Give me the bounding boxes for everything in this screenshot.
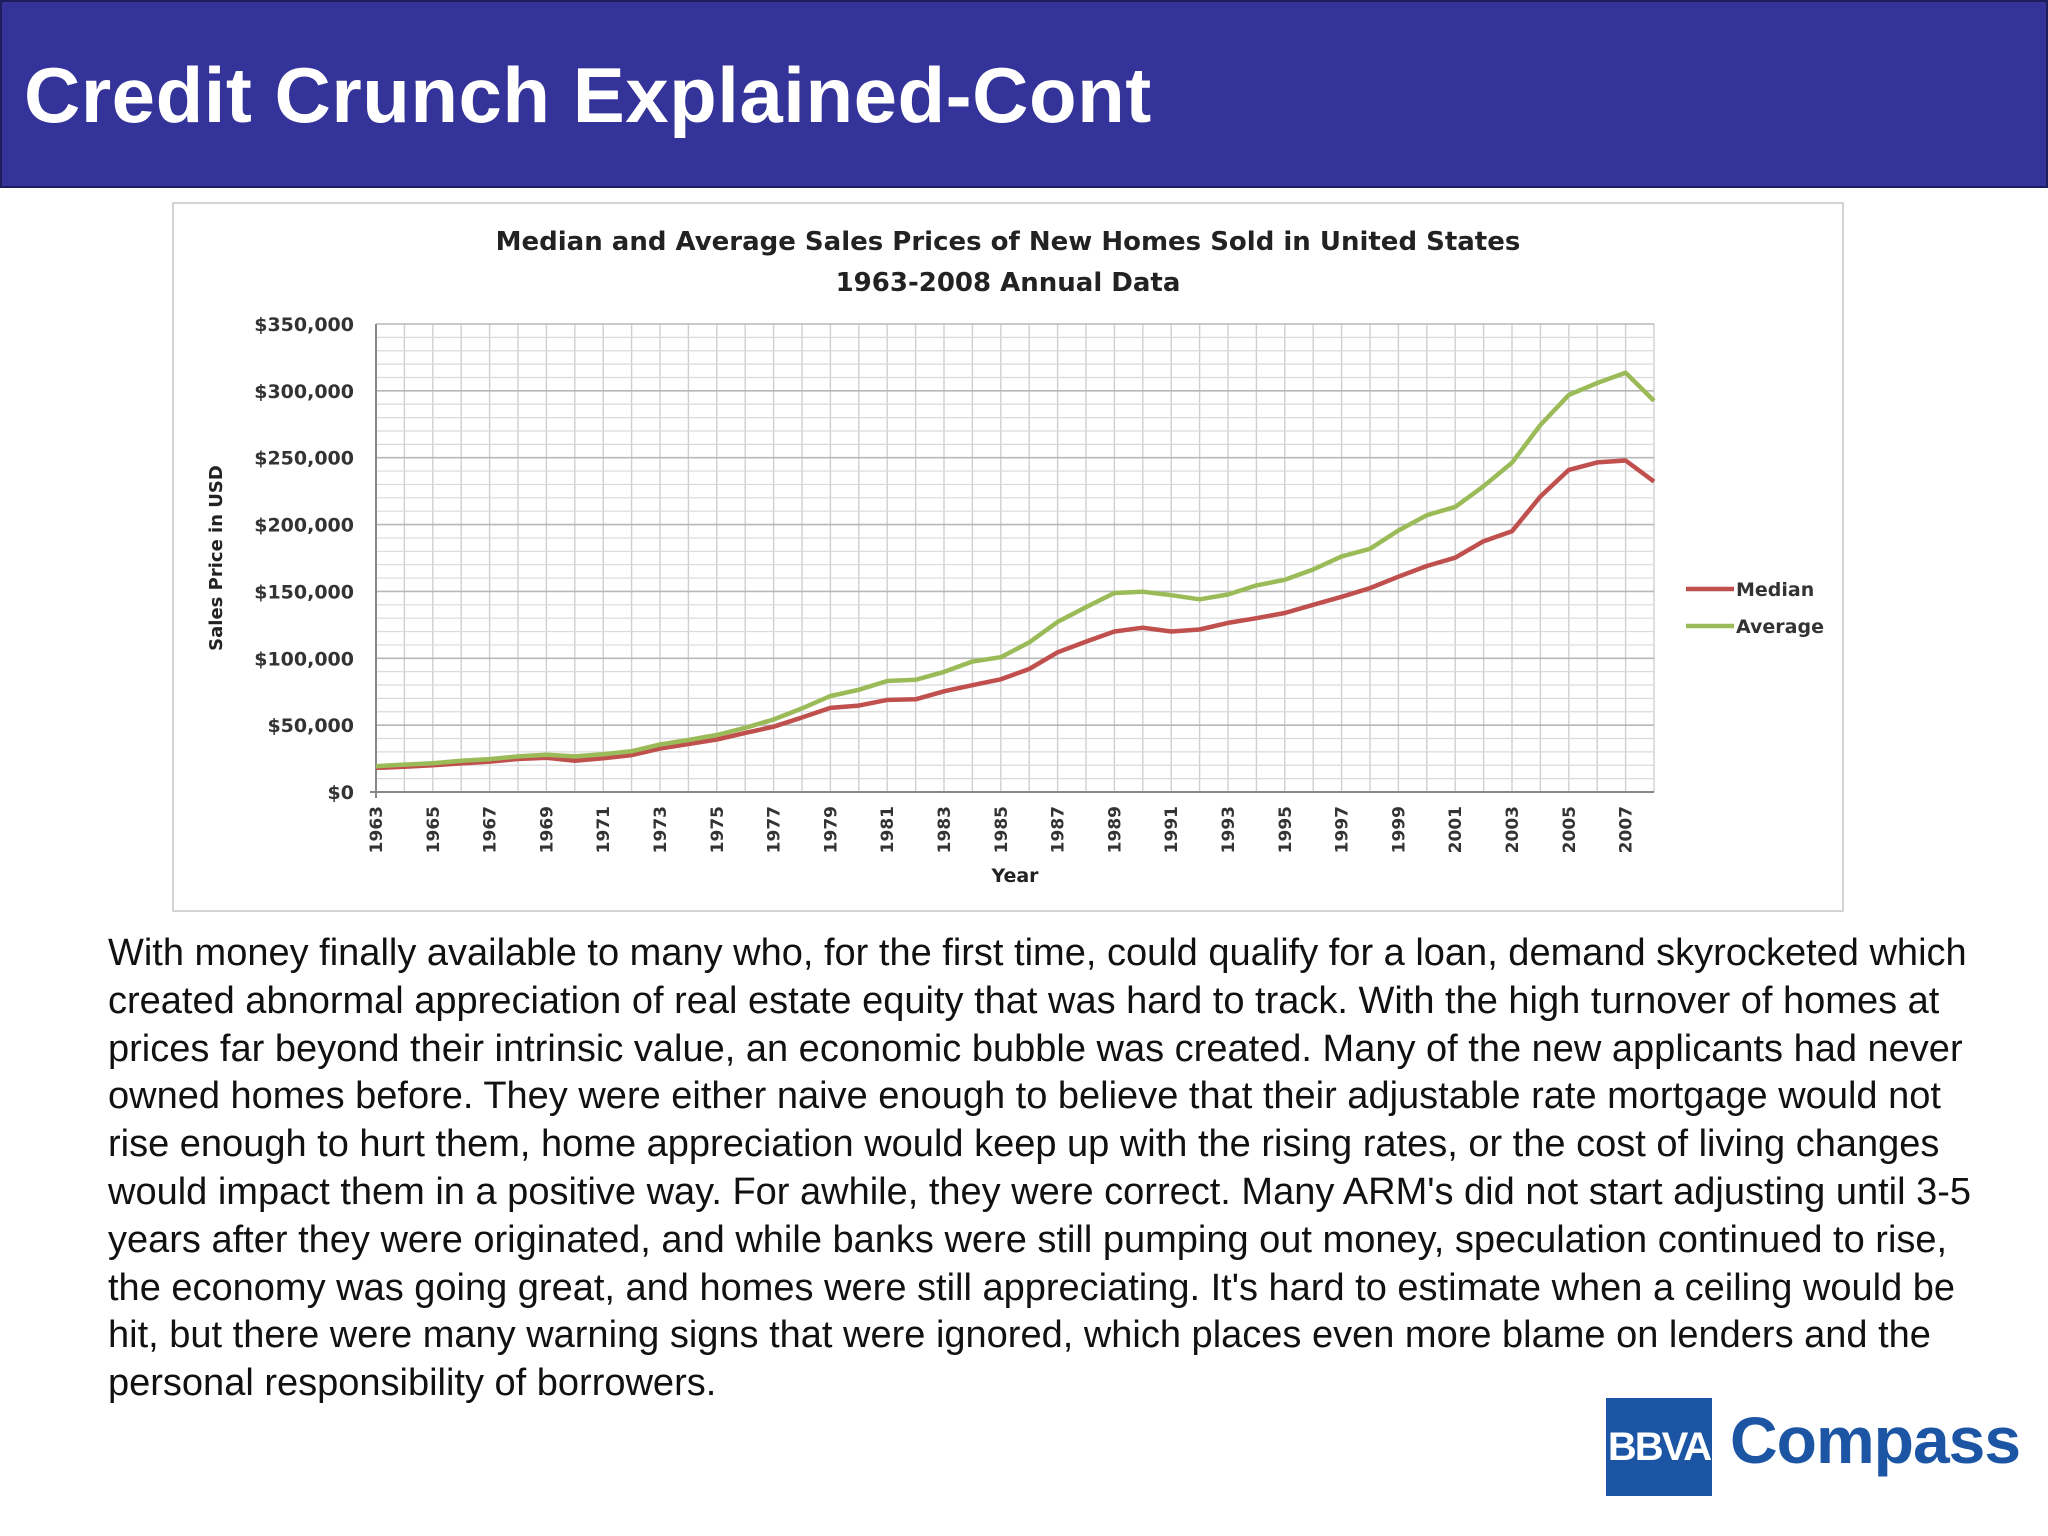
x-tick-label: 1967 xyxy=(481,806,501,853)
x-tick-label: 1981 xyxy=(878,806,898,853)
x-tick-label: 1965 xyxy=(424,806,444,853)
body-paragraph: With money finally available to many who… xyxy=(108,932,1972,1405)
x-tick-label: 1975 xyxy=(708,806,728,853)
x-axis-title: Year xyxy=(990,865,1039,887)
x-tick-label: 1985 xyxy=(992,806,1012,853)
chart-frame: Median and Average Sales Prices of New H… xyxy=(172,202,1844,912)
x-tick-label: 1995 xyxy=(1276,806,1296,853)
x-tick-label: 2003 xyxy=(1503,806,1523,853)
x-tick-label: 2007 xyxy=(1617,806,1637,853)
legend-label-median: Median xyxy=(1736,579,1814,601)
series-line-average xyxy=(375,370,1656,769)
x-tick-label: 1997 xyxy=(1333,806,1353,853)
y-tick-label: $0 xyxy=(328,782,354,804)
line-chart: Median and Average Sales Prices of New H… xyxy=(206,227,1824,887)
x-tick-label: 1989 xyxy=(1105,806,1125,853)
chart-title: Median and Average Sales Prices of New H… xyxy=(496,227,1521,257)
y-tick-label: $300,000 xyxy=(254,381,354,403)
x-tick-label: 1983 xyxy=(935,806,955,853)
x-tick-label: 1971 xyxy=(594,806,614,853)
x-tick-label: 1977 xyxy=(765,806,785,853)
y-tick-label: $50,000 xyxy=(267,715,354,737)
y-tick-label: $150,000 xyxy=(254,581,354,603)
x-tick-label: 1973 xyxy=(651,806,671,853)
legend-label-average: Average xyxy=(1736,616,1824,638)
x-tick-label: 1999 xyxy=(1389,806,1409,853)
x-tick-label: 1991 xyxy=(1162,806,1182,853)
slide-title: Credit Crunch Explained-Cont xyxy=(24,51,1152,139)
x-tick-label: 1979 xyxy=(821,806,841,853)
logo-mark: BBVA xyxy=(1606,1398,1712,1496)
y-tick-label: $100,000 xyxy=(254,648,354,670)
x-tick-label: 2005 xyxy=(1560,806,1580,853)
y-tick-label: $250,000 xyxy=(254,448,354,470)
y-tick-label: $200,000 xyxy=(254,515,354,537)
x-tick-label: 1993 xyxy=(1219,806,1239,853)
x-tick-label: 1963 xyxy=(367,806,387,853)
x-tick-label: 2001 xyxy=(1446,806,1466,853)
bbva-compass-logo: BBVA Compass xyxy=(1606,1398,2021,1496)
chart-subtitle: 1963-2008 Annual Data xyxy=(836,268,1181,298)
x-tick-label: 1969 xyxy=(537,806,557,853)
logo-wordmark: Compass xyxy=(1730,1403,2021,1477)
title-bar: Credit Crunch Explained-Cont xyxy=(0,0,2048,188)
y-tick-label: $350,000 xyxy=(254,314,354,336)
series-line-median xyxy=(375,458,1656,771)
x-tick-label: 1987 xyxy=(1049,806,1069,853)
y-axis-title: Sales Price in USD xyxy=(206,465,227,651)
